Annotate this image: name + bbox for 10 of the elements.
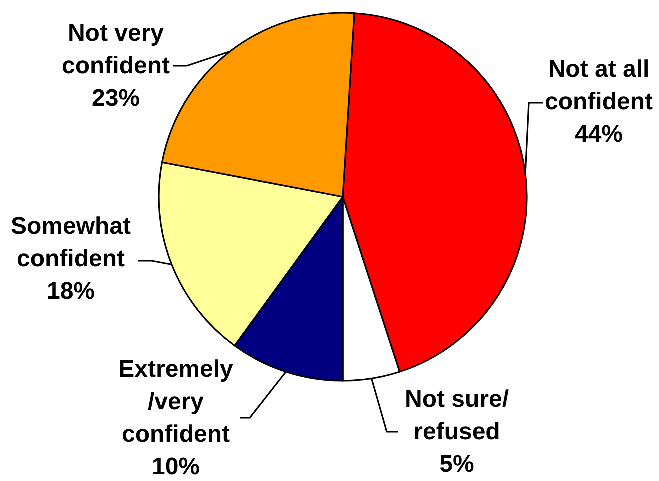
slice-label: Extremely /very confident: [118, 356, 234, 448]
data-label: 23%: [92, 85, 140, 112]
data-label: 10%: [152, 454, 200, 480]
data-label: 44%: [574, 121, 624, 148]
slice-label: Not very confident: [62, 20, 170, 80]
slice-label: Not sure/ refused: [404, 386, 510, 446]
slice-label: Somewhat confident: [10, 213, 132, 272]
data-label: 18%: [46, 278, 96, 305]
data-label: 5%: [440, 451, 474, 478]
slice-label: Not at all confident: [545, 56, 653, 116]
